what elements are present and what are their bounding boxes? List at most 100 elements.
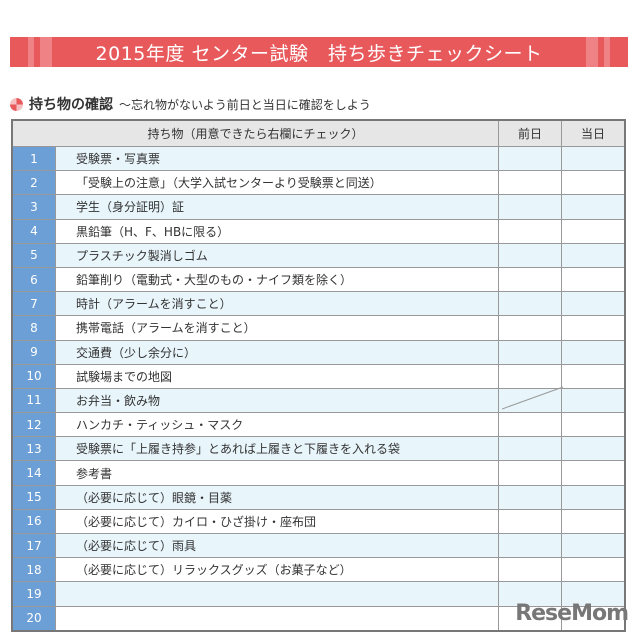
table-row: 10 試験場までの地図 xyxy=(11,363,626,389)
table-row: 3 学生（身分証明）証 xyxy=(11,194,626,220)
check-day-of[interactable] xyxy=(561,436,626,462)
row-item: 学生（身分証明）証 xyxy=(55,194,499,220)
title-banner: 2015年度 センター試験 持ち歩きチェックシート xyxy=(10,37,628,67)
check-day-before[interactable] xyxy=(498,266,562,293)
row-number: 11 xyxy=(11,387,56,414)
header-day-of: 当日 xyxy=(561,119,626,147)
diagonal-strike xyxy=(502,386,564,410)
header-item: 持ち物（用意できたら右欄にチェック） xyxy=(11,119,499,147)
row-item: お弁当・飲み物 xyxy=(55,387,499,414)
row-item: 黒鉛筆（H、F、HBに限る） xyxy=(55,218,499,244)
row-item: 試験場までの地図 xyxy=(55,363,499,389)
check-day-of[interactable] xyxy=(561,242,626,268)
row-number: 16 xyxy=(11,508,56,535)
row-number: 15 xyxy=(11,484,56,510)
check-day-before[interactable] xyxy=(498,605,562,632)
check-day-of[interactable] xyxy=(561,145,626,172)
table-row: 14 参考書 xyxy=(11,460,626,486)
row-number: 9 xyxy=(11,339,56,365)
check-day-before[interactable] xyxy=(498,242,562,268)
check-day-before[interactable] xyxy=(498,291,562,317)
check-day-of[interactable] xyxy=(561,363,626,389)
row-item: （必要に応じて）眼鏡・目薬 xyxy=(55,484,499,510)
row-number: 6 xyxy=(11,266,56,293)
check-day-before[interactable] xyxy=(498,170,562,196)
check-day-of[interactable] xyxy=(561,508,626,535)
check-day-of[interactable] xyxy=(561,412,626,438)
check-day-before[interactable] xyxy=(498,436,562,462)
row-item: 交通費（少し余分に） xyxy=(55,339,499,365)
table-row: 17 （必要に応じて）雨具 xyxy=(11,532,626,559)
row-number: 20 xyxy=(11,605,56,632)
header-day-before: 前日 xyxy=(498,119,562,147)
check-day-before[interactable] xyxy=(498,532,562,559)
table-row: 1 受験票・写真票 xyxy=(11,145,626,172)
check-day-of[interactable] xyxy=(561,218,626,244)
table-row: 8 携帯電話（アラームを消すこと） xyxy=(11,315,626,341)
row-item: 携帯電話（アラームを消すこと） xyxy=(55,315,499,341)
section-heading: 持ち物の確認 xyxy=(29,97,113,113)
check-day-before[interactable] xyxy=(498,557,562,583)
row-number: 18 xyxy=(11,557,56,583)
check-day-before[interactable] xyxy=(498,508,562,535)
table-row: 7 時計（アラームを消すこと） xyxy=(11,291,626,317)
row-item: （必要に応じて）カイロ・ひざ掛け・座布団 xyxy=(55,508,499,535)
check-day-of[interactable] xyxy=(561,291,626,317)
check-day-of[interactable] xyxy=(561,460,626,486)
table-row: 5 プラスチック製消しゴム xyxy=(11,242,626,268)
row-number: 10 xyxy=(11,363,56,389)
check-day-of[interactable] xyxy=(561,605,626,632)
table-row: 15 （必要に応じて）眼鏡・目薬 xyxy=(11,484,626,510)
check-day-before[interactable] xyxy=(498,145,562,172)
row-item: 参考書 xyxy=(55,460,499,486)
table-row: 12 ハンカチ・ティッシュ・マスク xyxy=(11,412,626,438)
row-item xyxy=(55,605,499,632)
check-day-before[interactable] xyxy=(498,363,562,389)
check-day-of[interactable] xyxy=(561,194,626,220)
row-item xyxy=(55,581,499,607)
check-day-before[interactable] xyxy=(498,581,562,607)
check-day-before[interactable] xyxy=(498,218,562,244)
row-item: 時計（アラームを消すこと） xyxy=(55,291,499,317)
row-number: 12 xyxy=(11,412,56,438)
row-number: 13 xyxy=(11,436,56,462)
check-day-before[interactable] xyxy=(498,194,562,220)
check-day-of[interactable] xyxy=(561,387,626,414)
row-item: 「受験上の注意」（大学入試センターより受験票と同送） xyxy=(55,170,499,196)
check-day-before[interactable] xyxy=(498,339,562,365)
table-row: 18 （必要に応じて）リラックスグッズ（お菓子など） xyxy=(11,557,626,583)
check-day-of[interactable] xyxy=(561,532,626,559)
row-number: 5 xyxy=(11,242,56,268)
section-header: 持ち物の確認 ～忘れ物がないよう前日と当日に確認をしよう xyxy=(10,94,371,114)
check-day-of[interactable] xyxy=(561,557,626,583)
row-item: プラスチック製消しゴム xyxy=(55,242,499,268)
row-number: 17 xyxy=(11,532,56,559)
check-day-before[interactable] xyxy=(498,484,562,510)
row-item: 受験票・写真票 xyxy=(55,145,499,172)
table-row: 2 「受験上の注意」（大学入試センターより受験票と同送） xyxy=(11,170,626,196)
row-number: 3 xyxy=(11,194,56,220)
row-item: 鉛筆削り（電動式・大型のもの・ナイフ類を除く） xyxy=(55,266,499,293)
check-day-of[interactable] xyxy=(561,581,626,607)
row-number: 4 xyxy=(11,218,56,244)
check-day-of[interactable] xyxy=(561,315,626,341)
row-item: （必要に応じて）リラックスグッズ（お菓子など） xyxy=(55,557,499,583)
check-day-of[interactable] xyxy=(561,266,626,293)
resemom-logo: ReseMom xyxy=(515,601,629,626)
check-day-of[interactable] xyxy=(561,484,626,510)
row-number: 19 xyxy=(11,581,56,607)
row-number: 7 xyxy=(11,291,56,317)
check-day-before[interactable] xyxy=(498,412,562,438)
row-item: ハンカチ・ティッシュ・マスク xyxy=(55,412,499,438)
table-row: 20 xyxy=(11,605,626,632)
check-day-of[interactable] xyxy=(561,339,626,365)
check-day-before[interactable] xyxy=(498,460,562,486)
check-day-before[interactable] xyxy=(498,315,562,341)
table-row: 9 交通費（少し余分に） xyxy=(11,339,626,365)
check-day-of[interactable] xyxy=(561,170,626,196)
table-row: 11 お弁当・飲み物 xyxy=(11,387,626,414)
checklist-table: 持ち物（用意できたら右欄にチェック） 前日 当日 1 受験票・写真票 2 「受験… xyxy=(11,119,626,632)
table-row: 4 黒鉛筆（H、F、HBに限る） xyxy=(11,218,626,244)
table-row: 13 受験票に「上履き持参」とあれば上履きと下履きを入れる袋 xyxy=(11,436,626,462)
row-item: 受験票に「上履き持参」とあれば上履きと下履きを入れる袋 xyxy=(55,436,499,462)
